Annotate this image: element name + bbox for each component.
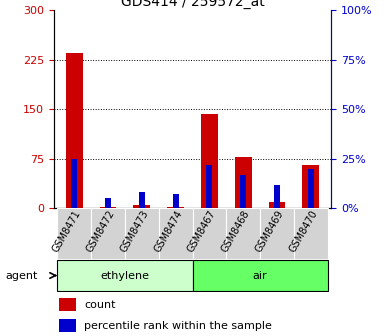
Bar	[100, 207, 116, 208]
Text: GSM8470: GSM8470	[288, 208, 320, 254]
Bar	[167, 207, 184, 208]
Bar	[192, 260, 328, 291]
Bar	[294, 208, 328, 259]
Bar	[105, 198, 111, 208]
Bar	[139, 193, 145, 208]
Text: GSM8469: GSM8469	[254, 208, 286, 254]
Bar	[235, 157, 252, 208]
Text: GSM8474: GSM8474	[152, 208, 184, 254]
Text: GSM8471: GSM8471	[51, 208, 83, 254]
Bar	[57, 260, 192, 291]
Bar	[159, 208, 192, 259]
Bar	[59, 320, 76, 332]
Text: GSM8467: GSM8467	[186, 208, 218, 254]
Text: GSM8468: GSM8468	[220, 208, 252, 254]
Text: ethylene: ethylene	[100, 270, 149, 281]
Text: agent: agent	[6, 270, 38, 281]
Text: air: air	[253, 270, 268, 281]
Bar	[192, 208, 226, 259]
Bar	[57, 208, 91, 259]
Bar	[71, 159, 77, 208]
Bar	[274, 184, 280, 208]
Bar	[66, 53, 83, 208]
Text: count: count	[84, 300, 116, 309]
Bar	[91, 208, 125, 259]
Text: GSM8473: GSM8473	[119, 208, 151, 254]
Bar	[308, 169, 314, 208]
Bar	[125, 208, 159, 259]
Bar	[133, 205, 150, 208]
Bar	[302, 165, 319, 208]
Text: GSM8472: GSM8472	[85, 208, 117, 254]
Bar	[59, 298, 76, 311]
Bar	[260, 208, 294, 259]
Text: percentile rank within the sample: percentile rank within the sample	[84, 321, 272, 331]
Bar	[269, 202, 285, 208]
Bar	[206, 165, 213, 208]
Bar	[201, 114, 218, 208]
Bar	[172, 195, 179, 208]
Bar	[226, 208, 260, 259]
Bar	[240, 175, 246, 208]
Title: GDS414 / 259572_at: GDS414 / 259572_at	[121, 0, 264, 9]
